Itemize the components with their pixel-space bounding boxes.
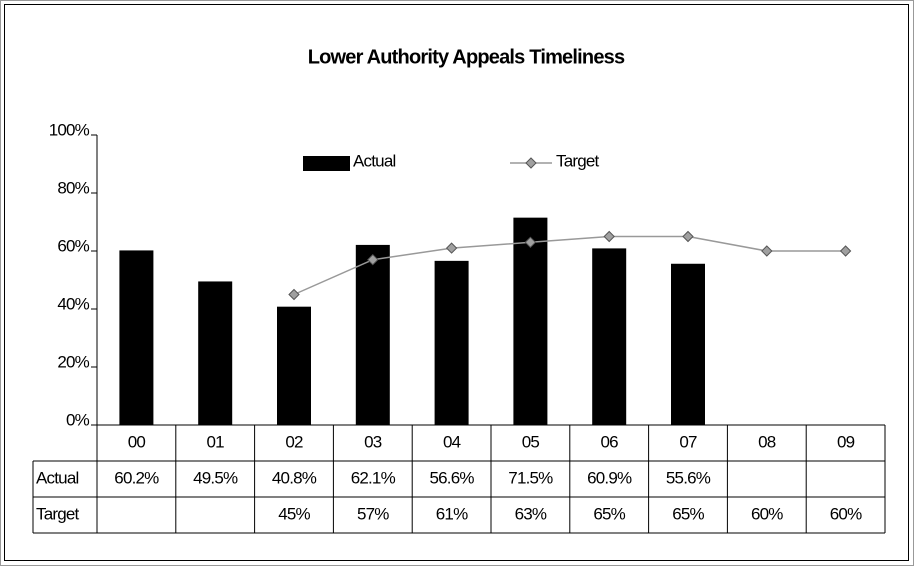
x-tick-label: 00 <box>128 432 146 451</box>
table-cell: 60% <box>751 504 783 523</box>
target-line <box>293 235 846 296</box>
table-row-header: Target <box>36 504 80 523</box>
target-marker <box>761 245 773 257</box>
target-marker <box>524 236 537 249</box>
bar <box>119 250 154 425</box>
x-tick-label: 07 <box>679 432 697 451</box>
table-cell: 63% <box>515 504 547 523</box>
bar <box>592 248 627 425</box>
x-tick-label: 01 <box>207 432 225 451</box>
x-tick-label: 06 <box>601 432 619 451</box>
target-marker <box>445 242 458 254</box>
table-cell: 62.1% <box>351 468 396 487</box>
y-tick-label: 0% <box>66 410 90 429</box>
bar <box>277 306 311 425</box>
table-cell: 45% <box>278 504 310 523</box>
y-tick-label: 80% <box>57 178 89 197</box>
table-cell: 60.9% <box>587 468 632 487</box>
x-tick-label: 05 <box>522 432 540 451</box>
bar <box>434 260 469 425</box>
legend-marker <box>525 157 537 169</box>
table-cell: 57% <box>357 504 389 523</box>
table-cell: 65% <box>593 504 625 523</box>
chart-border <box>4 4 909 561</box>
table-cell: 65% <box>672 504 704 523</box>
table-cell: 61% <box>436 504 468 523</box>
target-marker <box>603 230 615 243</box>
table-cell: 56.6% <box>429 468 474 487</box>
bar <box>513 217 548 425</box>
target-marker <box>839 245 852 257</box>
table-cell: 60.2% <box>114 468 159 487</box>
y-tick-label: 100% <box>49 120 90 139</box>
legend-label: Actual <box>353 151 395 170</box>
x-tick-label: 08 <box>758 432 776 451</box>
x-tick-label: 03 <box>364 432 382 451</box>
y-tick-label: 60% <box>57 236 89 255</box>
legend-label: Target <box>556 151 600 170</box>
legend-swatch <box>303 156 350 171</box>
table-cell: 40.8% <box>272 468 317 487</box>
target-marker <box>682 230 694 243</box>
table-cell: 71.5% <box>508 468 553 487</box>
bar <box>671 263 705 425</box>
x-tick-label: 02 <box>285 432 303 451</box>
table-cell: 55.6% <box>666 468 711 487</box>
x-tick-label: 04 <box>443 432 461 451</box>
y-tick-label: 20% <box>57 352 89 371</box>
table-row-header: Actual <box>36 468 78 487</box>
y-tick-label: 40% <box>57 294 89 313</box>
bar <box>198 281 233 425</box>
target-marker <box>367 253 379 266</box>
table-cell: 60% <box>830 504 862 523</box>
x-tick-label: 09 <box>837 432 855 451</box>
target-marker <box>288 288 300 301</box>
chart-title: Lower Authority Appeals Timeliness <box>308 46 625 68</box>
table-cell: 49.5% <box>193 468 238 487</box>
bar <box>355 244 390 425</box>
